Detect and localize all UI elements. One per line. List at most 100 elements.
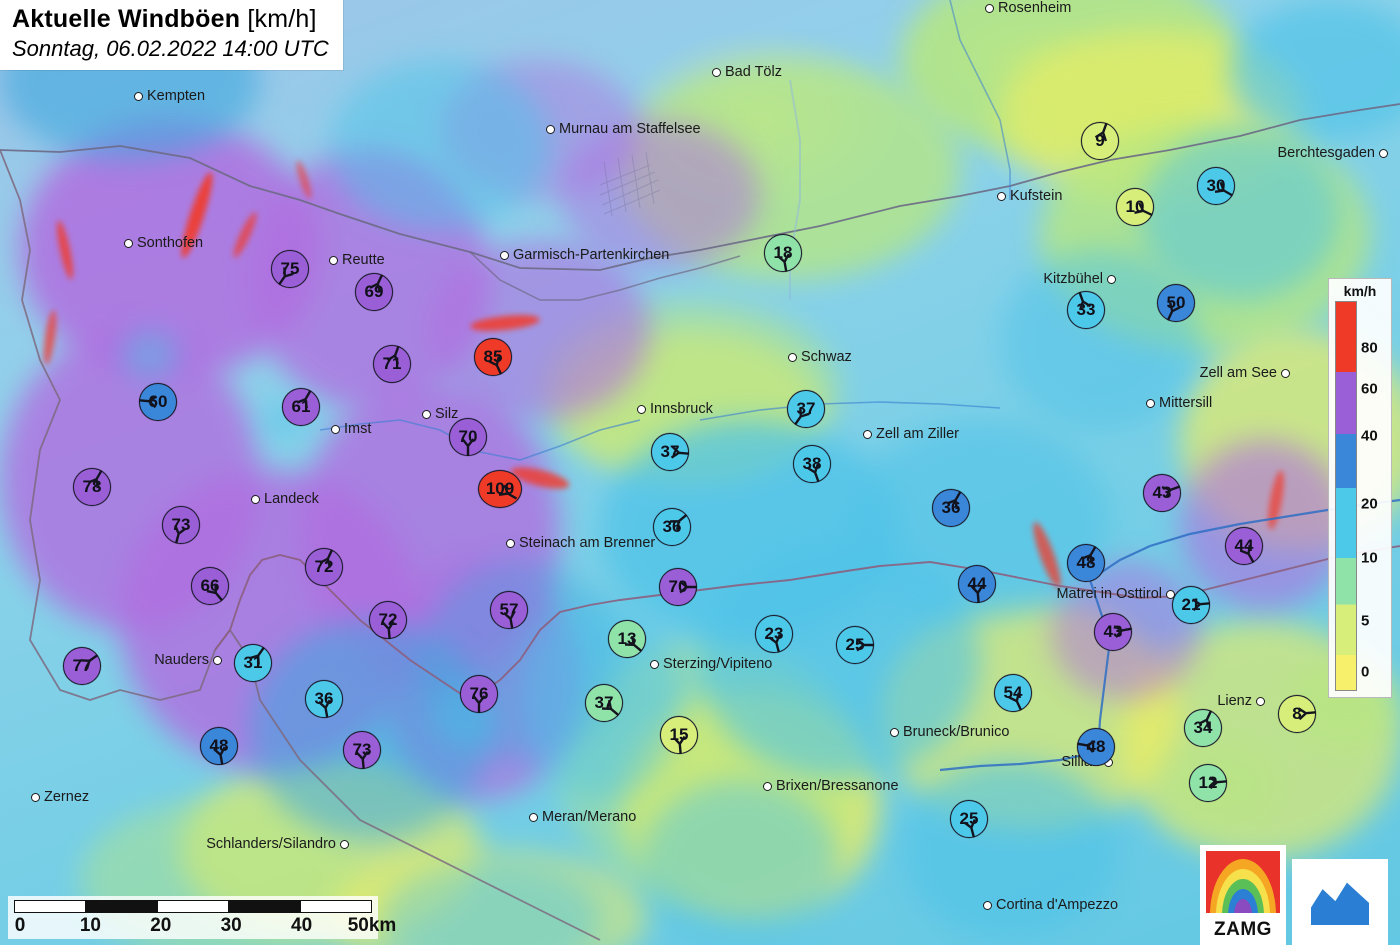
station-marker[interactable]: 43 [1091,610,1135,654]
station-marker[interactable]: 71 [370,342,414,386]
station-marker[interactable]: 31 [231,641,275,685]
station-marker[interactable]: 34 [1181,706,1225,750]
terrain-blob [640,780,840,945]
station-value: 71 [373,345,411,383]
legend-bar-wrap: 80 60 40 20 10 5 0 [1333,301,1387,691]
place-label: Garmisch-Partenkirchen [500,247,669,263]
place-label-text: Schlanders/Silandro [206,836,336,853]
place-dot-icon [546,124,555,134]
station-marker[interactable]: 25 [947,797,991,841]
station-marker[interactable]: 109 [478,467,522,511]
scale-bar-labels: 0 10 20 30 40 50km [14,913,397,937]
station-value: 50 [1157,284,1195,322]
legend-tick: 5 [1361,612,1370,630]
station-marker[interactable]: 15 [657,713,701,757]
station-value: 44 [1225,527,1263,565]
station-value: 8 [1278,695,1316,733]
station-marker[interactable]: 72 [302,545,346,589]
station-marker[interactable]: 73 [340,728,384,772]
station-marker[interactable]: 60 [136,380,180,424]
station-marker[interactable]: 9 [1078,119,1122,163]
place-label: Mittersill [1146,395,1212,411]
station-value: 36 [305,680,343,718]
station-marker[interactable]: 38 [790,442,834,486]
station-value: 21 [1172,586,1210,624]
station-marker[interactable]: 48 [1064,541,1108,585]
station-marker[interactable]: 12 [1186,761,1230,805]
station-marker[interactable]: 72 [366,598,410,642]
place-label-text: Bad Tölz [725,64,782,81]
station-marker[interactable]: 10 [1113,185,1157,229]
place-label-text: Matrei in Osttirol [1056,586,1162,603]
station-marker[interactable]: 25 [833,623,877,667]
station-marker[interactable]: 69 [352,270,396,314]
station-marker[interactable]: 54 [991,671,1035,715]
station-marker[interactable]: 8 [1275,692,1319,736]
station-value: 85 [474,338,512,376]
station-marker[interactable]: 44 [955,562,999,606]
place-label-text: Meran/Merano [542,809,637,826]
station-marker[interactable]: 76 [457,672,501,716]
station-marker[interactable]: 37 [784,387,828,431]
place-label: Steinach am Brenner [506,535,655,551]
station-value: 73 [343,731,381,769]
station-value: 30 [1197,167,1235,205]
place-dot-icon [863,429,872,439]
station-marker[interactable]: 66 [188,564,232,608]
place-label-text: Zell am Ziller [876,426,959,443]
station-marker[interactable]: 37 [648,430,692,474]
station-marker[interactable]: 30 [1194,164,1238,208]
station-marker[interactable]: 78 [70,465,114,509]
terrain-blob [330,60,550,230]
station-value: 34 [1184,709,1222,747]
terrain-blob [330,850,650,945]
place-label: Sillian [0,754,1113,770]
station-value: 72 [305,548,343,586]
station-marker[interactable]: 36 [302,677,346,721]
station-marker[interactable]: 13 [605,617,649,661]
station-marker[interactable]: 44 [1222,524,1266,568]
station-marker[interactable]: 36 [650,505,694,549]
station-marker[interactable]: 21 [1169,583,1213,627]
station-marker[interactable]: 75 [268,247,312,291]
place-label: Zernez [31,789,89,805]
place-label-text: Zernez [44,789,90,806]
place-dot-icon [1379,148,1388,158]
place-label-text: Garmisch-Partenkirchen [513,247,670,264]
station-marker[interactable]: 61 [279,385,323,429]
station-marker[interactable]: 85 [471,335,515,379]
title-box: Aktuelle Windböen [km/h] Sonntag, 06.02.… [0,0,343,70]
station-value: 36 [653,508,691,546]
station-marker[interactable]: 18 [761,231,805,275]
place-dot-icon [763,781,772,791]
station-marker[interactable]: 70 [446,415,490,459]
station-marker[interactable]: 73 [159,503,203,547]
station-marker[interactable]: 43 [1140,471,1184,515]
station-value: 48 [200,727,238,765]
station-marker[interactable]: 48 [1074,725,1118,769]
station-marker[interactable]: 48 [197,724,241,768]
place-dot-icon [134,91,143,101]
station-marker[interactable]: 23 [752,612,796,656]
mountain-icon [1311,882,1369,925]
place-label: Kufstein [997,188,1062,204]
station-marker[interactable]: 33 [1064,288,1108,332]
station-marker[interactable]: 37 [582,681,626,725]
station-value: 10 [1116,188,1154,226]
place-dot-icon [890,727,899,737]
place-label: Schwaz [788,349,852,365]
legend-tick: 40 [1361,427,1378,445]
station-marker[interactable]: 50 [1154,281,1198,325]
place-label: Silz [422,406,458,422]
station-value: 33 [1067,291,1105,329]
place-label: Zell am See [0,365,1290,381]
place-dot-icon [500,250,509,260]
station-value: 13 [608,620,646,658]
station-marker[interactable]: 57 [487,588,531,632]
station-marker[interactable]: 70 [656,565,700,609]
station-marker[interactable]: 36 [929,486,973,530]
place-label-text: Bruneck/Brunico [903,724,1010,741]
station-value: 44 [958,565,996,603]
legend: km/h 80 60 40 20 10 5 0 [1328,278,1392,698]
station-marker[interactable]: 77 [60,644,104,688]
